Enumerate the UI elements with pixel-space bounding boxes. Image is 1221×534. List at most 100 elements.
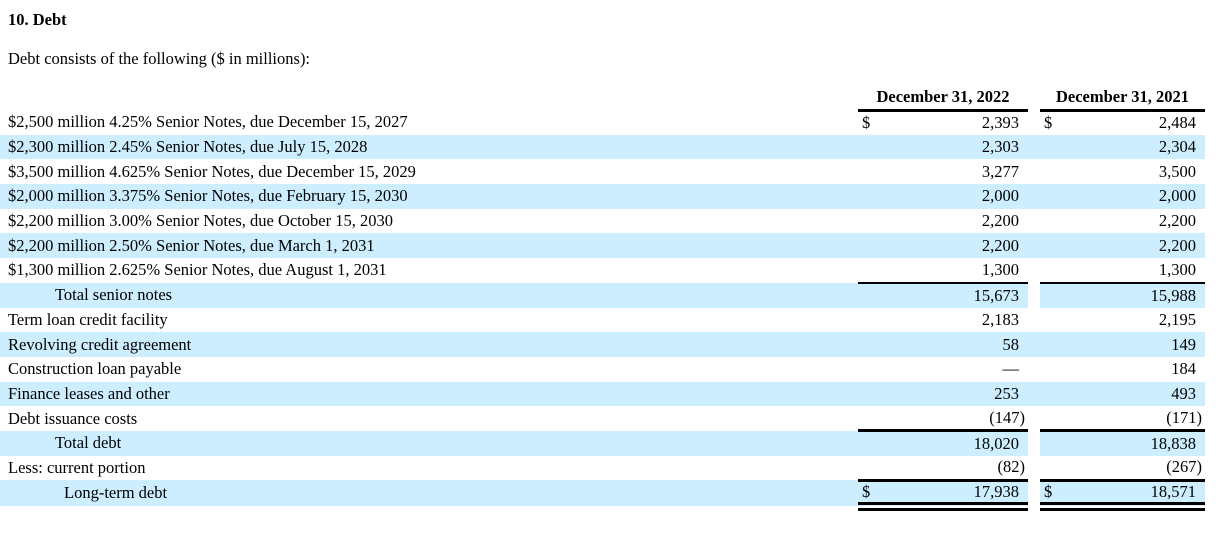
amount-2022: 2,303 [888,134,1028,160]
table-row: Less: current portion (82) (267) [0,456,1205,481]
spacer [1028,86,1040,110]
dollar-sign: $ [1044,113,1053,133]
row-label: $2,300 million 2.45% Senior Notes, due J… [0,134,858,160]
amount-2021: 2,484 [1158,113,1196,133]
amount-2022: 18,020 [888,429,1028,456]
table-row: Finance leases and other 253 493 [0,381,1205,407]
spacer [1028,406,1040,431]
spacer [1028,357,1040,382]
dollar-sign [858,456,888,481]
table-row: Revolving credit agreement 58 149 [0,332,1205,357]
spacer [1028,480,1040,507]
dollar-sign [858,184,888,209]
amount-2021: 15,988 [1070,281,1205,308]
table-row: $1,300 million 2.625% Senior Notes, due … [0,258,1205,283]
dollar-sign [858,233,888,259]
spacer [1028,209,1040,234]
amount-2022: 2,200 [981,211,1019,231]
dollar-sign [858,258,888,283]
amount-2021: 2,200 [1070,233,1205,259]
dollar-sign [1040,159,1070,184]
dollar-sign [1040,406,1070,431]
spacer [1028,332,1040,357]
row-label: Construction loan payable [8,359,182,379]
spacer [1028,456,1040,481]
table-row-long-term-debt: Long-term debt $ 17,938 $ 18,571 [0,478,1205,511]
row-label: $1,300 million 2.625% Senior Notes, due … [8,260,387,280]
note-title: 10. Debt [8,10,67,29]
table-row-total-debt: Total debt 18,020 18,838 [0,429,1205,456]
row-label: Long-term debt [0,480,858,507]
table-row: Construction loan payable — 184 [0,357,1205,382]
row-label: $2,200 million 2.50% Senior Notes, due M… [0,233,858,259]
dollar-sign [1040,184,1070,209]
dollar-sign [1040,308,1070,333]
amount-2021: 1,300 [1158,259,1196,279]
amount-2022: 2,183 [981,309,1019,329]
dollar-sign [1040,357,1070,382]
row-label: Less: current portion [8,457,146,477]
table-row: $3,500 million 4.625% Senior Notes, due … [0,159,1205,184]
dollar-sign: $ [1040,478,1070,511]
amount-2021: 2,195 [1158,309,1196,329]
amount-2021: 184 [1171,359,1196,379]
spacer [1028,308,1040,333]
dollar-sign [858,357,888,382]
amount-2021: 3,500 [1158,161,1196,181]
dollar-sign [1040,332,1070,357]
table-row-total-senior-notes: Total senior notes 15,673 15,988 [0,281,1205,308]
amount-2021: 18,838 [1070,429,1205,456]
col-header-2022: December 31, 2022 [858,86,1028,112]
dollar-sign [1040,381,1070,407]
row-label: Total senior notes [0,282,858,308]
amount-2021: (267) [1166,457,1202,477]
amount-2021: 2,200 [1158,211,1196,231]
dollar-sign: $ [858,478,888,511]
dollar-sign [1040,281,1070,308]
dollar-sign [1040,209,1070,234]
amount-2022: 3,277 [981,161,1019,181]
dollar-sign [1040,134,1070,160]
table-row: $2,300 million 2.45% Senior Notes, due J… [0,134,1205,160]
spacer [1028,282,1040,308]
row-label: Debt issuance costs [8,408,138,428]
amount-2022: 17,938 [888,478,1028,511]
amount-2022: 2,000 [888,184,1028,209]
amount-2022: 2,200 [888,233,1028,259]
row-label: Finance leases and other [0,381,858,407]
debt-table: December 31, 2022 December 31, 2021 $2,5… [0,86,1205,511]
amount-2022: 2,393 [981,113,1019,133]
dollar-sign [858,159,888,184]
amount-2022: — [1002,359,1020,379]
row-label: $2,200 million 3.00% Senior Notes, due O… [8,211,393,231]
row-label: Revolving credit agreement [0,332,858,357]
table-caption: Debt consists of the following ($ in mil… [8,49,311,68]
dollar-sign [858,332,888,357]
spacer [1028,381,1040,407]
table-row: $2,500 million 4.25% Senior Notes, due D… [0,110,1205,135]
table-row: Debt issuance costs (147) (171) [0,406,1205,431]
dollar-sign [858,209,888,234]
header-row: December 31, 2022 December 31, 2021 [0,86,1205,112]
table-row: $2,200 million 2.50% Senior Notes, due M… [0,233,1205,259]
amount-2022: 253 [888,381,1028,407]
spacer [1028,110,1040,135]
spacer [1028,233,1040,259]
dollar-sign [1040,429,1070,456]
table-row: Term loan credit facility 2,183 2,195 [0,308,1205,333]
spacer [1028,184,1040,209]
row-label: $3,500 million 4.625% Senior Notes, due … [8,161,416,181]
dollar-sign [858,281,888,308]
amount-2021: 493 [1070,381,1205,407]
dollar-sign [1040,233,1070,259]
dollar-sign: $ [862,113,871,133]
row-label: Term loan credit facility [8,309,168,329]
dollar-sign [858,429,888,456]
spacer [1028,258,1040,283]
table-row: $2,000 million 3.375% Senior Notes, due … [0,184,1205,209]
spacer [1028,159,1040,184]
amount-2022: (82) [997,457,1026,477]
spacer [1028,430,1040,456]
amount-2021: 2,304 [1070,134,1205,160]
amount-2022: 1,300 [981,259,1019,279]
